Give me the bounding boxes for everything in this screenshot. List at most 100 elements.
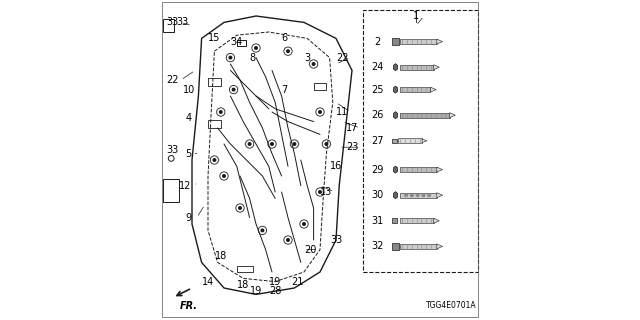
Circle shape <box>271 143 273 145</box>
Circle shape <box>312 63 315 65</box>
Text: 31: 31 <box>371 216 384 226</box>
Polygon shape <box>394 192 397 199</box>
Circle shape <box>229 56 232 59</box>
Text: 28: 28 <box>269 286 282 296</box>
Circle shape <box>239 207 241 209</box>
Text: 11: 11 <box>336 107 349 117</box>
Bar <box>237 266 253 272</box>
Text: 18: 18 <box>237 280 250 290</box>
Polygon shape <box>430 87 436 92</box>
Text: 29: 29 <box>371 164 384 175</box>
Bar <box>392 243 399 250</box>
Polygon shape <box>437 39 443 44</box>
Text: 22: 22 <box>166 75 179 85</box>
Text: 12: 12 <box>179 180 192 191</box>
Bar <box>208 78 221 86</box>
Bar <box>314 83 326 90</box>
Polygon shape <box>394 64 397 71</box>
Bar <box>399 87 430 92</box>
Polygon shape <box>437 193 443 198</box>
Polygon shape <box>434 218 440 223</box>
Text: 4: 4 <box>186 113 192 124</box>
Text: 33: 33 <box>330 235 342 245</box>
Circle shape <box>303 223 305 225</box>
Circle shape <box>287 50 289 52</box>
Polygon shape <box>434 65 440 70</box>
Bar <box>392 139 397 143</box>
Text: TGG4E0701A: TGG4E0701A <box>426 301 477 310</box>
Polygon shape <box>422 139 427 143</box>
Text: 23: 23 <box>346 142 358 152</box>
Circle shape <box>405 194 408 196</box>
Text: 30: 30 <box>371 190 384 200</box>
Circle shape <box>213 159 216 161</box>
Text: 33: 33 <box>166 145 179 156</box>
Bar <box>399 218 434 223</box>
Circle shape <box>319 191 321 193</box>
Bar <box>163 179 179 202</box>
Bar <box>399 167 437 172</box>
Bar <box>364 10 479 272</box>
Circle shape <box>261 229 264 232</box>
Circle shape <box>411 194 413 196</box>
Circle shape <box>287 239 289 241</box>
Text: 7: 7 <box>282 84 288 95</box>
Bar <box>399 65 434 70</box>
Circle shape <box>232 88 235 91</box>
Circle shape <box>319 111 321 113</box>
Circle shape <box>417 194 419 196</box>
Text: 17: 17 <box>346 123 358 133</box>
Text: 18: 18 <box>214 251 227 261</box>
Text: 27: 27 <box>371 136 384 146</box>
Text: 34: 34 <box>230 36 243 47</box>
Text: 32: 32 <box>371 241 384 252</box>
Text: 6: 6 <box>282 33 288 44</box>
Circle shape <box>255 47 257 49</box>
Text: 19: 19 <box>269 276 282 287</box>
Bar <box>399 244 437 249</box>
Text: 24: 24 <box>371 62 384 72</box>
Polygon shape <box>394 112 397 119</box>
Text: 8: 8 <box>250 52 256 63</box>
Text: 2: 2 <box>374 36 381 47</box>
Text: 19: 19 <box>250 286 262 296</box>
Polygon shape <box>437 167 443 172</box>
Text: FR.: FR. <box>180 301 198 311</box>
Text: 15: 15 <box>208 33 221 44</box>
Bar <box>399 39 437 44</box>
Bar <box>163 19 174 32</box>
Text: 33: 33 <box>166 17 179 28</box>
Text: 1: 1 <box>413 11 419 21</box>
Text: 21: 21 <box>291 276 304 287</box>
Text: 25: 25 <box>371 84 384 95</box>
Circle shape <box>428 194 431 196</box>
Bar <box>392 38 399 45</box>
Text: 26: 26 <box>371 110 384 120</box>
Circle shape <box>293 143 296 145</box>
Circle shape <box>422 194 425 196</box>
Polygon shape <box>450 113 456 118</box>
Bar <box>208 120 221 128</box>
Polygon shape <box>437 244 443 249</box>
FancyArrowPatch shape <box>177 289 189 296</box>
Text: 22: 22 <box>336 52 349 63</box>
Circle shape <box>220 111 222 113</box>
Circle shape <box>223 175 225 177</box>
Polygon shape <box>394 166 397 173</box>
Bar <box>392 218 397 223</box>
Text: 16: 16 <box>330 161 342 172</box>
Text: 10: 10 <box>182 84 195 95</box>
Text: 3: 3 <box>304 52 310 63</box>
Text: 14: 14 <box>202 276 214 287</box>
Circle shape <box>248 143 251 145</box>
Bar <box>398 138 422 143</box>
Text: 5: 5 <box>186 148 192 159</box>
Bar <box>399 113 450 118</box>
Text: 13: 13 <box>320 187 333 197</box>
Text: 9: 9 <box>186 212 192 223</box>
Circle shape <box>325 143 328 145</box>
Bar <box>399 193 437 198</box>
Polygon shape <box>394 86 397 93</box>
Text: 20: 20 <box>304 244 317 255</box>
Text: 33: 33 <box>176 17 189 28</box>
